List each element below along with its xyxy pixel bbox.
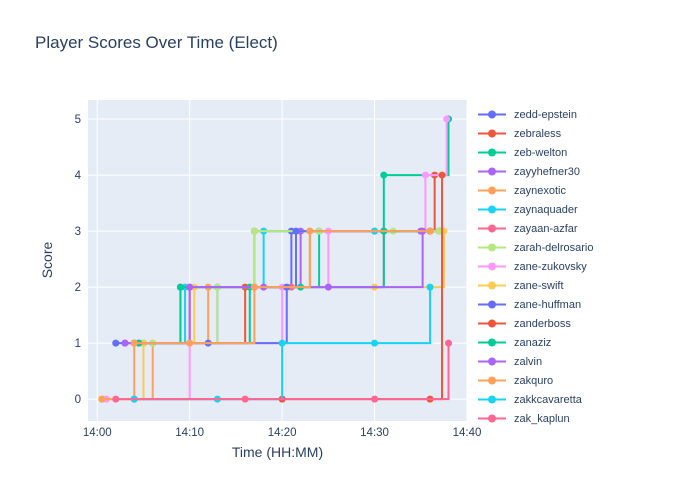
legend-label: zane-zukovsky xyxy=(514,260,587,273)
legend-line-sample-icon xyxy=(478,376,506,385)
series-markers-zakquro xyxy=(98,227,434,403)
y-tick-label: 2 xyxy=(75,282,81,294)
legend-item-zalvin[interactable]: zalvin xyxy=(477,352,593,371)
legend-item-zanaziz[interactable]: zanaziz xyxy=(477,333,593,352)
legend-item-zaynexotic[interactable]: zaynexotic xyxy=(477,181,593,200)
data-point xyxy=(371,395,379,403)
x-axis-title: Time (HH:MM) xyxy=(231,444,324,460)
legend-label: zanderboss xyxy=(514,317,571,330)
chart-title: Player Scores Over Time (Elect) xyxy=(35,33,278,52)
y-tick-label: 3 xyxy=(75,226,81,238)
legend-label: zak_kaplun xyxy=(514,412,570,425)
data-point xyxy=(112,395,120,403)
legend-label: zanaziz xyxy=(514,336,552,349)
legend-line-sample-icon xyxy=(478,167,506,176)
legend-item-zakquro[interactable]: zakquro xyxy=(477,371,593,390)
data-point xyxy=(443,115,451,123)
legend-label: zakquro xyxy=(514,374,554,387)
legend-label: zayyhefner30 xyxy=(514,165,581,178)
legend-label: zakkcavaretta xyxy=(514,393,582,406)
legend-label: zalvin xyxy=(514,355,543,368)
y-tick-label: 5 xyxy=(75,114,81,126)
legend-item-zanderboss[interactable]: zanderboss xyxy=(477,314,593,333)
series-markers-zakkcavaretta xyxy=(130,283,434,403)
legend-label: zebraless xyxy=(514,127,562,140)
legend-item-zaynaquader[interactable]: zaynaquader xyxy=(477,200,593,219)
legend-line-sample-icon xyxy=(478,357,506,366)
legend-line-sample-icon xyxy=(478,110,506,119)
data-point xyxy=(121,339,129,347)
legend-line-sample-icon xyxy=(478,414,506,423)
data-point xyxy=(380,171,388,179)
data-point xyxy=(186,283,194,291)
legend-line-sample-icon xyxy=(478,300,506,309)
y-axis-title: Score xyxy=(39,241,55,279)
legend-line-sample-icon xyxy=(478,186,506,195)
legend-line-sample-icon xyxy=(478,205,506,214)
legend-label: zarah-delrosario xyxy=(514,241,594,254)
legend-item-zayyhefner30[interactable]: zayyhefner30 xyxy=(477,162,593,181)
data-point xyxy=(371,339,379,347)
legend-item-zedd-epstein[interactable]: zedd-epstein xyxy=(477,105,593,124)
legend-line-sample-icon xyxy=(478,319,506,328)
legend-item-zane-huffman[interactable]: zane-huffman xyxy=(477,295,593,314)
data-point xyxy=(186,339,194,347)
data-point xyxy=(426,227,434,235)
legend-line-sample-icon xyxy=(478,395,506,404)
legend-label: zayaan-azfar xyxy=(514,222,578,235)
legend-item-zakkcavaretta[interactable]: zakkcavaretta xyxy=(477,390,593,409)
data-point xyxy=(278,339,286,347)
legend-item-zane-zukovsky[interactable]: zane-zukovsky xyxy=(477,257,593,276)
data-point xyxy=(421,171,429,179)
data-point xyxy=(324,283,332,291)
legend-item-zarah-delrosario[interactable]: zarah-delrosario xyxy=(477,238,593,257)
legend-line-sample-icon xyxy=(478,262,506,271)
data-point xyxy=(438,171,446,179)
legend-item-zane-swift[interactable]: zane-swift xyxy=(477,276,593,295)
legend-label: zedd-epstein xyxy=(514,108,577,121)
x-tick-label: 14:30 xyxy=(360,427,389,439)
legend-item-zeb-welton[interactable]: zeb-welton xyxy=(477,143,593,162)
legend-label: zaynexotic xyxy=(514,184,566,197)
legend-line-sample-icon xyxy=(478,129,506,138)
plot-background[interactable] xyxy=(88,100,467,421)
legend-label: zane-huffman xyxy=(514,298,582,311)
y-tick-label: 0 xyxy=(75,394,81,406)
legend-line-sample-icon xyxy=(478,281,506,290)
x-tick-label: 14:10 xyxy=(175,427,204,439)
series-markers-zak_kaplun xyxy=(112,339,453,403)
legend-item-zebraless[interactable]: zebraless xyxy=(477,124,593,143)
legend-line-sample-icon xyxy=(478,338,506,347)
y-tick-label: 4 xyxy=(75,170,82,182)
data-point xyxy=(445,339,453,347)
data-point xyxy=(306,227,314,235)
legend-label: zaynaquader xyxy=(514,203,578,216)
data-point xyxy=(112,339,120,347)
x-tick-label: 14:40 xyxy=(453,427,482,439)
legend-item-zak_kaplun[interactable]: zak_kaplun xyxy=(477,409,593,427)
legend: zedd-epstein zebraless zeb-welton zayyhefne… xyxy=(477,105,593,427)
legend-line-sample-icon xyxy=(478,148,506,157)
legend-line-sample-icon xyxy=(478,224,506,233)
data-point xyxy=(176,283,184,291)
data-point xyxy=(130,339,138,347)
y-tick-label: 1 xyxy=(75,338,81,350)
data-point xyxy=(292,227,300,235)
legend-label: zane-swift xyxy=(514,279,564,292)
x-tick-label: 14:20 xyxy=(268,427,297,439)
legend-label: zeb-welton xyxy=(514,146,568,159)
data-point xyxy=(98,395,106,403)
x-tick-label: 14:00 xyxy=(83,427,112,439)
series-line-zakquro xyxy=(101,230,431,401)
data-point xyxy=(426,283,434,291)
data-point xyxy=(250,227,258,235)
legend-line-sample-icon xyxy=(478,243,506,252)
legend-item-zayaan-azfar[interactable]: zayaan-azfar xyxy=(477,219,593,238)
data-point xyxy=(241,395,249,403)
data-point xyxy=(250,283,258,291)
